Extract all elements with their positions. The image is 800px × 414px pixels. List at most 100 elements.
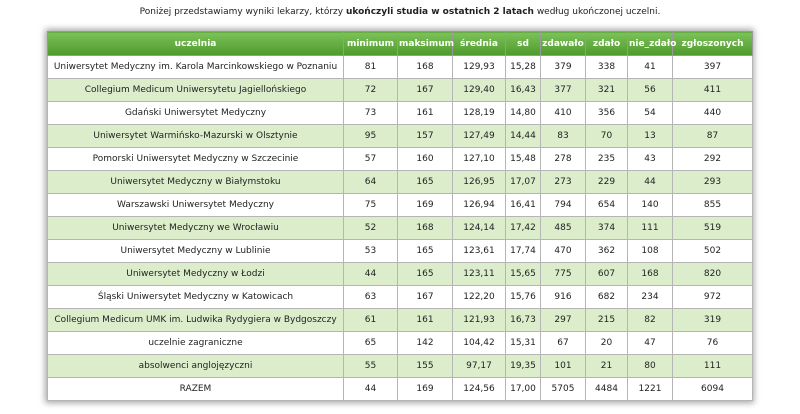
- value-cell: 67: [540, 331, 586, 355]
- value-cell: 15,31: [505, 331, 541, 355]
- university-cell: Uniwersytet Warmińsko-Mazurski w Olsztyn…: [47, 124, 344, 148]
- value-cell: 20: [585, 331, 628, 355]
- value-cell: 356: [585, 101, 628, 125]
- value-cell: 160: [397, 147, 453, 171]
- value-cell: 44: [343, 262, 398, 286]
- value-cell: 140: [627, 193, 673, 217]
- column-header: zgłoszonych: [672, 31, 753, 56]
- value-cell: 379: [540, 55, 586, 79]
- header-row: uczelnia minimum maksimum średnia sd zdawało z…: [47, 31, 753, 56]
- value-cell: 519: [672, 216, 753, 240]
- value-cell: 47: [627, 331, 673, 355]
- value-cell: 111: [627, 216, 673, 240]
- value-cell: 161: [397, 101, 453, 125]
- value-cell: 52: [343, 216, 398, 240]
- value-cell: 278: [540, 147, 586, 171]
- table-row: RAZEM 44 169 124,56 17,00 5705 4484 1221 6094: [47, 377, 753, 401]
- value-cell: 410: [540, 101, 586, 125]
- value-cell: 235: [585, 147, 628, 171]
- value-cell: 17,00: [505, 377, 541, 401]
- value-cell: 362: [585, 239, 628, 263]
- value-cell: 169: [397, 377, 453, 401]
- university-cell: Collegium Medicum Uniwersytetu Jagielloń…: [47, 78, 344, 102]
- value-cell: 72: [343, 78, 398, 102]
- value-cell: 440: [672, 101, 753, 125]
- value-cell: 142: [397, 331, 453, 355]
- value-cell: 273: [540, 170, 586, 194]
- value-cell: 87: [672, 124, 753, 148]
- table-row: Śląski Uniwersytet Medyczny w Katowicach…: [47, 285, 753, 309]
- value-cell: 292: [672, 147, 753, 171]
- column-header: zdawało: [540, 31, 586, 56]
- value-cell: 167: [397, 78, 453, 102]
- university-cell: Uniwersytet Medyczny we Wrocławiu: [47, 216, 344, 240]
- university-cell: Uniwersytet Medyczny im. Karola Marcinko…: [47, 55, 344, 79]
- value-cell: 319: [672, 308, 753, 332]
- value-cell: 6094: [672, 377, 753, 401]
- value-cell: 165: [397, 170, 453, 194]
- value-cell: 374: [585, 216, 628, 240]
- university-cell: absolwenci anglojęzyczni: [47, 354, 344, 378]
- value-cell: 41: [627, 55, 673, 79]
- intro-bold: ukończyli studia w ostatnich 2 latach: [345, 7, 534, 17]
- value-cell: 5705: [540, 377, 586, 401]
- university-cell: Gdański Uniwersytet Medyczny: [47, 101, 344, 125]
- value-cell: 101: [540, 354, 586, 378]
- value-cell: 13: [627, 124, 673, 148]
- value-cell: 167: [397, 285, 453, 309]
- value-cell: 607: [585, 262, 628, 286]
- value-cell: 19,35: [505, 354, 541, 378]
- value-cell: 16,73: [505, 308, 541, 332]
- value-cell: 127,10: [452, 147, 506, 171]
- value-cell: 1221: [627, 377, 673, 401]
- value-cell: 83: [540, 124, 586, 148]
- value-cell: 470: [540, 239, 586, 263]
- table-wrap: uczelnia minimum maksimum średnia sd zdawało z…: [47, 31, 753, 401]
- value-cell: 64: [343, 170, 398, 194]
- value-cell: 124,56: [452, 377, 506, 401]
- value-cell: 4484: [585, 377, 628, 401]
- column-header: maksimum: [397, 31, 454, 56]
- intro-text: Poniżej przedstawiamy wyniki lekarzy, kt…: [139, 7, 346, 17]
- column-header: zdało: [585, 31, 628, 56]
- value-cell: 654: [585, 193, 628, 217]
- value-cell: 129,40: [452, 78, 506, 102]
- value-cell: 397: [672, 55, 753, 79]
- value-cell: 95: [343, 124, 398, 148]
- value-cell: 80: [627, 354, 673, 378]
- value-cell: 53: [343, 239, 398, 263]
- university-cell: uczelnie zagraniczne: [47, 331, 344, 355]
- value-cell: 215: [585, 308, 628, 332]
- table-row: Uniwersytet Medyczny w Łodzi 44 165 123,11 1…: [47, 262, 753, 286]
- value-cell: 338: [585, 55, 628, 79]
- table-row: Pomorski Uniwersytet Medyczny w Szczecin…: [47, 147, 753, 171]
- value-cell: 121,93: [452, 308, 506, 332]
- value-cell: 14,44: [505, 124, 541, 148]
- value-cell: 775: [540, 262, 586, 286]
- value-cell: 82: [627, 308, 673, 332]
- value-cell: 16,43: [505, 78, 541, 102]
- value-cell: 56: [627, 78, 673, 102]
- table-row: Uniwersytet Medyczny w Białymstoku 64 165 1…: [47, 170, 753, 194]
- value-cell: 21: [585, 354, 628, 378]
- value-cell: 124,14: [452, 216, 506, 240]
- value-cell: 15,28: [505, 55, 541, 79]
- value-cell: 129,93: [452, 55, 506, 79]
- value-cell: 61: [343, 308, 398, 332]
- value-cell: 411: [672, 78, 753, 102]
- column-header: uczelnia: [47, 31, 344, 56]
- value-cell: 17,74: [505, 239, 541, 263]
- value-cell: 165: [397, 262, 453, 286]
- intro-text: według ukończonej uczelni.: [533, 7, 661, 17]
- table-row: Gdański Uniwersytet Medyczny 73 161 128,19 1…: [47, 101, 753, 125]
- value-cell: 229: [585, 170, 628, 194]
- value-cell: 293: [672, 170, 753, 194]
- value-cell: 15,76: [505, 285, 541, 309]
- value-cell: 127,49: [452, 124, 506, 148]
- value-cell: 916: [540, 285, 586, 309]
- value-cell: 44: [627, 170, 673, 194]
- table-row: Uniwersytet Warmińsko-Mazurski w Olsztyn…: [47, 124, 753, 148]
- value-cell: 169: [397, 193, 453, 217]
- column-header: średnia: [452, 31, 506, 56]
